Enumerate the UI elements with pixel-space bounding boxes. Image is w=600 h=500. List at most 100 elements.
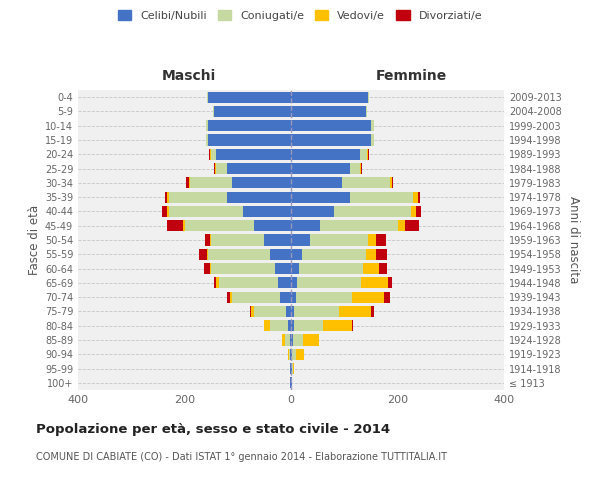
Bar: [227, 192, 291, 202]
Bar: [230, 292, 232, 302]
Bar: [243, 206, 291, 217]
Bar: [162, 206, 167, 217]
Bar: [210, 148, 211, 160]
Bar: [251, 306, 254, 317]
Bar: [282, 334, 284, 345]
Bar: [291, 106, 365, 117]
Bar: [211, 148, 217, 160]
Bar: [232, 178, 291, 188]
Bar: [376, 248, 387, 260]
Bar: [210, 234, 211, 246]
Bar: [293, 320, 323, 332]
Bar: [217, 148, 291, 160]
Bar: [211, 234, 265, 246]
Bar: [278, 278, 291, 288]
Bar: [208, 248, 270, 260]
Bar: [293, 306, 339, 317]
Bar: [215, 163, 217, 174]
Bar: [360, 148, 367, 160]
Bar: [368, 234, 376, 246]
Bar: [204, 263, 209, 274]
Bar: [299, 263, 363, 274]
Bar: [205, 234, 210, 246]
Bar: [211, 263, 275, 274]
Bar: [291, 192, 350, 202]
Bar: [227, 163, 291, 174]
Bar: [293, 363, 294, 374]
Bar: [291, 234, 310, 246]
Bar: [167, 192, 169, 202]
Bar: [320, 220, 398, 232]
Bar: [189, 178, 190, 188]
Bar: [289, 348, 290, 360]
Bar: [379, 263, 387, 274]
Bar: [167, 220, 184, 232]
Bar: [292, 363, 293, 374]
Bar: [290, 334, 291, 345]
Bar: [206, 134, 208, 145]
Bar: [291, 206, 334, 217]
Text: COMUNE DI CABIATE (CO) - Dati ISTAT 1° gennaio 2014 - Elaborazione TUTTITALIA.IT: COMUNE DI CABIATE (CO) - Dati ISTAT 1° g…: [36, 452, 447, 462]
Bar: [213, 106, 214, 117]
Bar: [334, 206, 411, 217]
Bar: [199, 248, 208, 260]
Bar: [227, 292, 230, 302]
Legend: Celibi/Nubili, Coniugati/e, Vedovi/e, Divorziati/e: Celibi/Nubili, Coniugati/e, Vedovi/e, Di…: [113, 6, 487, 25]
Bar: [371, 134, 374, 145]
Bar: [363, 263, 379, 274]
Bar: [214, 106, 291, 117]
Bar: [339, 306, 371, 317]
Bar: [361, 163, 362, 174]
Bar: [291, 220, 320, 232]
Bar: [291, 278, 298, 288]
Bar: [367, 148, 368, 160]
Bar: [291, 92, 368, 102]
Bar: [302, 248, 365, 260]
Bar: [416, 206, 421, 217]
Bar: [291, 334, 293, 345]
Bar: [291, 178, 341, 188]
Bar: [184, 220, 185, 232]
Bar: [190, 178, 232, 188]
Bar: [418, 192, 421, 202]
Bar: [361, 278, 388, 288]
Bar: [270, 248, 291, 260]
Bar: [217, 278, 219, 288]
Text: Maschi: Maschi: [162, 68, 216, 82]
Bar: [298, 278, 361, 288]
Bar: [398, 220, 406, 232]
Bar: [411, 206, 416, 217]
Bar: [209, 263, 211, 274]
Bar: [389, 178, 392, 188]
Bar: [186, 178, 189, 188]
Bar: [368, 148, 369, 160]
Bar: [352, 320, 353, 332]
Bar: [265, 320, 270, 332]
Bar: [291, 292, 296, 302]
Bar: [303, 334, 319, 345]
Bar: [232, 292, 280, 302]
Bar: [165, 192, 167, 202]
Bar: [293, 334, 303, 345]
Bar: [254, 306, 286, 317]
Bar: [275, 263, 291, 274]
Bar: [209, 148, 210, 160]
Bar: [280, 292, 291, 302]
Bar: [296, 292, 352, 302]
Bar: [284, 334, 290, 345]
Bar: [368, 92, 369, 102]
Bar: [291, 348, 292, 360]
Bar: [341, 178, 389, 188]
Bar: [365, 248, 376, 260]
Bar: [291, 306, 293, 317]
Bar: [291, 120, 371, 132]
Text: Popolazione per età, sesso e stato civile - 2014: Popolazione per età, sesso e stato civil…: [36, 422, 390, 436]
Bar: [250, 306, 251, 317]
Bar: [265, 234, 291, 246]
Bar: [217, 163, 227, 174]
Bar: [371, 306, 374, 317]
Bar: [270, 320, 289, 332]
Text: Femmine: Femmine: [376, 68, 446, 82]
Bar: [323, 320, 352, 332]
Bar: [219, 278, 278, 288]
